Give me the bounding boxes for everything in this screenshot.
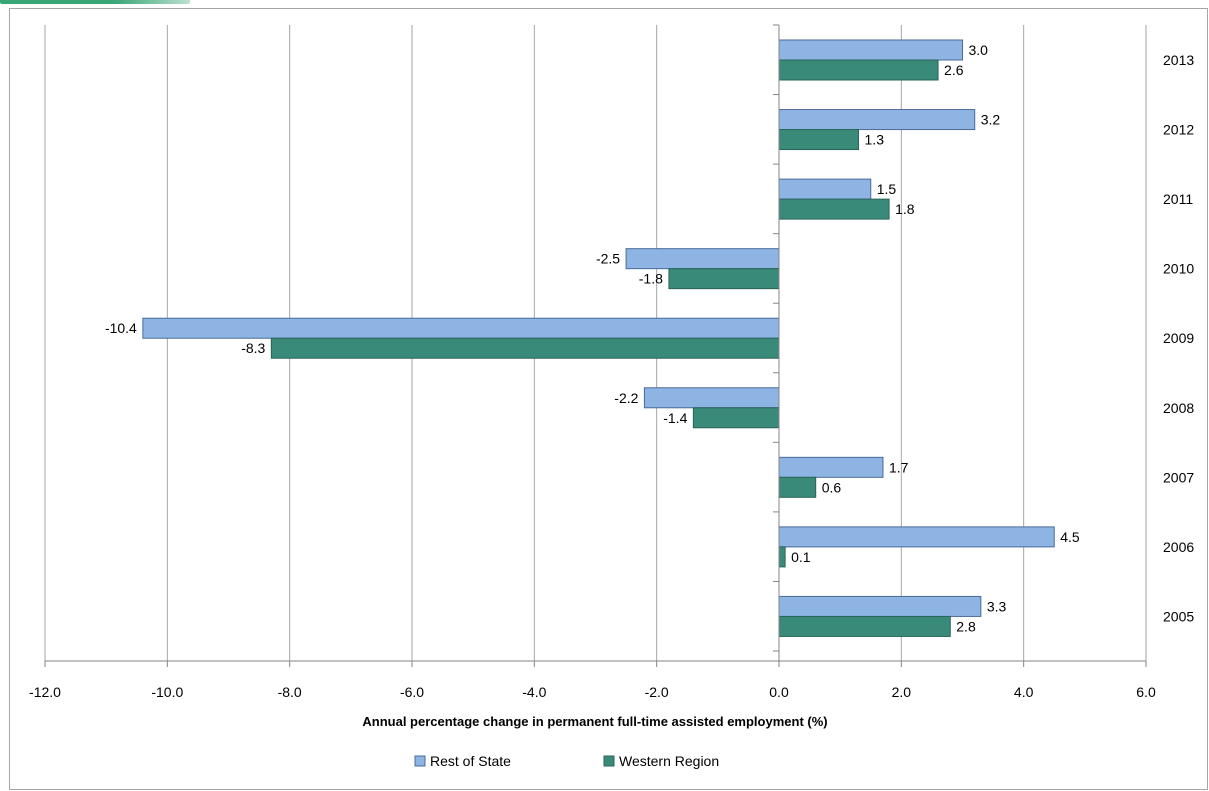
chart-frame [9, 8, 1208, 790]
bar-rest-of-state [625, 248, 780, 270]
bar-rest-of-state [778, 526, 1055, 548]
x-tick-label: 4.0 [1014, 684, 1034, 700]
bar-rest-of-state [778, 595, 982, 617]
bar-rest-of-state [142, 317, 780, 339]
x-tick-label: -12.0 [29, 684, 61, 700]
x-tick-label: -8.0 [278, 684, 302, 700]
bar-western-region [778, 198, 890, 220]
data-labels: 3.0 2.6 3.2 1.3 1.5 1.8 -2.5 -1.8 -10.4 -8.3 -2.2 -… [105, 42, 1080, 634]
data-label: 4.5 [1060, 529, 1080, 545]
x-tick-label: 0.0 [769, 684, 789, 700]
x-tick-label: -10.0 [151, 684, 183, 700]
data-label: 3.0 [969, 42, 989, 58]
y-category-label: 2009 [1163, 330, 1194, 346]
legend: Rest of State Western Region [414, 753, 719, 769]
x-tick-label: -2.0 [645, 684, 669, 700]
data-label: 3.2 [981, 112, 1001, 128]
bar-western-region [778, 129, 860, 151]
legend-label: Western Region [619, 753, 719, 769]
bar-rest-of-state [778, 456, 884, 478]
legend-label: Rest of State [430, 753, 511, 769]
x-tick-labels: -12.0 -10.0 -8.0 -6.0 -4.0 -2.0 0.0 2.0 4.0 6.0 [29, 684, 1156, 700]
y-category-label: 2005 [1163, 608, 1194, 624]
legend-swatch [603, 755, 615, 767]
y-category-label: 2010 [1163, 261, 1194, 277]
bar-western-region [778, 59, 939, 81]
y-category-label: 2007 [1163, 469, 1194, 485]
y-category-label: 2008 [1163, 400, 1194, 416]
x-axis-title: Annual percentage change in permanent fu… [362, 714, 827, 729]
bar-rest-of-state [643, 387, 780, 409]
bar-western-region [692, 407, 780, 429]
y-category-label: 2006 [1163, 539, 1194, 555]
bars [142, 39, 1055, 637]
data-label: -8.3 [241, 340, 265, 356]
axis [44, 24, 1147, 667]
data-label: -2.5 [596, 251, 620, 267]
data-label: -1.4 [663, 410, 687, 426]
bar-western-region [778, 476, 817, 498]
y-category-label: 2011 [1163, 191, 1193, 207]
bar-western-region [778, 615, 951, 637]
data-label: 2.6 [944, 62, 964, 78]
data-label: 3.3 [987, 598, 1007, 614]
y-category-label: 2013 [1163, 52, 1194, 68]
data-label: 1.8 [895, 201, 915, 217]
data-label: -10.4 [105, 320, 137, 336]
data-label: 2.8 [956, 618, 976, 634]
data-label: 1.5 [877, 181, 897, 197]
data-label: -1.8 [639, 271, 663, 287]
data-label: -2.2 [614, 390, 638, 406]
x-tick-label: 2.0 [892, 684, 912, 700]
data-label: 0.1 [791, 549, 811, 565]
data-label: 0.6 [822, 479, 842, 495]
bar-rest-of-state [778, 109, 976, 131]
data-label: 1.7 [889, 459, 909, 475]
bar-western-region [668, 268, 780, 290]
bar-western-region [778, 546, 786, 568]
x-tick-label: 6.0 [1136, 684, 1156, 700]
y-category-labels: 2013 2012 2011 2010 2009 2008 2007 2006 2005 [1163, 52, 1194, 624]
bar-rest-of-state [778, 178, 872, 200]
title-strip [0, 0, 200, 8]
x-tick-label: -6.0 [400, 684, 424, 700]
y-category-label: 2012 [1163, 122, 1194, 138]
x-tick-label: -4.0 [522, 684, 546, 700]
bar-rest-of-state [778, 39, 963, 61]
data-label: 1.3 [865, 132, 885, 148]
legend-swatch [414, 755, 426, 767]
bar-western-region [270, 337, 780, 359]
